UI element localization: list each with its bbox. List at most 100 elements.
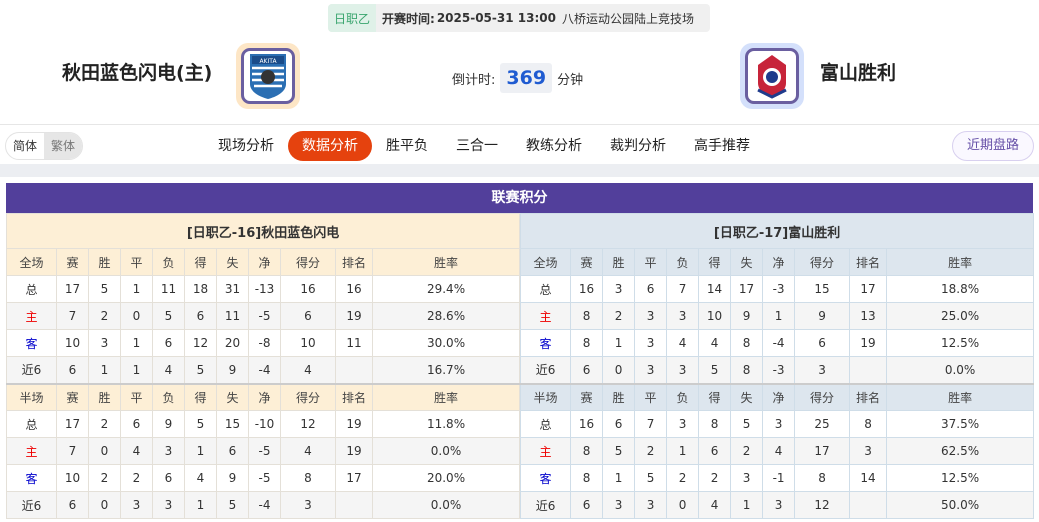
table-cell: -10	[248, 410, 281, 438]
away-team-name[interactable]: 富山胜利	[820, 62, 897, 84]
table-cell	[335, 356, 373, 384]
table-cell: -4	[248, 491, 281, 519]
countdown-value: 369	[500, 63, 553, 93]
table-row: 客 10 2 2 6 4 9 -5 8 17 20.0%	[6, 464, 521, 492]
table-row: 主 7 2 0 5 6 11 -5 6 19 28.6%	[6, 302, 521, 330]
table-cell: -5	[248, 302, 281, 330]
home-team-name[interactable]: 秋田蓝色闪电(主)	[62, 62, 213, 84]
tab-2[interactable]: 胜平负	[386, 138, 428, 154]
table-row: 近6 6 0 3 3 1 5 -4 3 0.0%	[6, 491, 521, 519]
table-cell: 3	[280, 491, 336, 519]
table-cell: 2	[120, 464, 153, 492]
row-label: 主	[6, 437, 57, 465]
column-header: 排名	[335, 382, 373, 411]
row-label: 近6	[6, 491, 57, 519]
home-crest-icon: AKITA	[250, 54, 286, 99]
analysis-tabs: 现场分析 数据分析 胜平负 三合一 教练分析 裁判分析 高手推荐	[204, 131, 764, 161]
table-row: 总 16 6 7 3 8 5 3 25 8 37.5%	[520, 410, 1035, 438]
recent-handicap-button[interactable]: 近期盘路	[951, 131, 1034, 161]
table-cell: 4	[666, 329, 700, 357]
tab-0[interactable]: 现场分析	[218, 138, 274, 154]
table-cell: 3	[152, 491, 185, 519]
column-header: 负	[666, 382, 700, 411]
section-label: 半场	[520, 382, 572, 411]
home-team-logo[interactable]: AKITA	[236, 43, 300, 109]
table-cell: 3	[634, 329, 668, 357]
column-header: 得分	[280, 382, 336, 411]
table-cell: 4	[698, 491, 732, 519]
league-standings: 联赛积分 [日职乙-16]秋田蓝色闪电 全场赛胜平负得失净得分 排名 胜率总 17 5 1 1…	[5, 183, 1035, 519]
table-cell: 17	[794, 437, 851, 465]
table-cell: 4	[152, 356, 185, 384]
table-row: 总 16 3 6 7 14 17 -3 15 17 18.8%	[520, 275, 1035, 303]
table-cell: 8	[570, 464, 604, 492]
table-cell: 6	[698, 437, 732, 465]
table-cell	[849, 491, 888, 519]
table-cell: 2	[88, 410, 121, 438]
table-cell: 17	[56, 275, 89, 303]
column-header: 负	[152, 248, 185, 276]
table-cell: 1	[120, 329, 153, 357]
lang-traditional[interactable]: 繁体	[44, 133, 83, 159]
table-cell: 1	[120, 275, 153, 303]
table-row: 客 8 1 3 4 4 8 -4 6 19 12.5%	[520, 329, 1035, 357]
tab-1[interactable]: 数据分析	[288, 131, 372, 161]
column-header: 胜率	[886, 248, 1035, 276]
table-row: 客 10 3 1 6 12 20 -8 10 11 30.0%	[6, 329, 521, 357]
table-cell: 6	[120, 410, 153, 438]
table-cell: 5	[730, 410, 764, 438]
table-cell: 6	[184, 302, 217, 330]
table-cell: 4	[280, 437, 336, 465]
table-cell: 12	[280, 410, 336, 438]
row-label: 近6	[6, 356, 57, 384]
table-cell: 16	[335, 275, 373, 303]
lang-simplified[interactable]: 简体	[13, 139, 38, 153]
column-header: 排名	[849, 248, 888, 276]
table-cell: 16	[280, 275, 336, 303]
table-cell: -8	[248, 329, 281, 357]
column-header: 得分	[794, 382, 851, 411]
standings-title: 联赛积分	[6, 183, 1033, 213]
header-row: 全场赛胜平负得失净得分 排名 胜率	[520, 248, 1035, 276]
league-badge[interactable]: 日职乙	[328, 4, 377, 32]
language-toggle[interactable]: 简体 繁体	[5, 132, 84, 160]
table-cell: 31	[216, 275, 249, 303]
table-cell: 1	[88, 356, 121, 384]
table-cell: 17	[730, 275, 764, 303]
section-label: 半场	[6, 382, 57, 411]
tab-3[interactable]: 三合一	[456, 138, 498, 154]
column-header: 得分	[280, 248, 336, 276]
table-cell: 6	[216, 437, 249, 465]
table-cell: -4	[248, 356, 281, 384]
table-cell: 5	[184, 356, 217, 384]
column-header: 胜率	[886, 382, 1035, 411]
table-cell: 14	[698, 275, 732, 303]
table-cell: 19	[335, 302, 373, 330]
row-label: 客	[6, 329, 57, 357]
away-team-logo[interactable]	[740, 43, 804, 109]
tab-4[interactable]: 教练分析	[526, 138, 582, 154]
column-header: 失	[730, 248, 764, 276]
nav-bar: 简体 繁体 现场分析 数据分析 胜平负 三合一 教练分析 裁判分析 高手推荐 近期盘路	[0, 124, 1039, 164]
column-header: 平	[120, 382, 153, 411]
tab-6[interactable]: 高手推荐	[694, 138, 750, 154]
row-label: 主	[520, 302, 572, 330]
countdown-label: 倒计时:	[452, 72, 496, 88]
table-cell: -5	[248, 437, 281, 465]
table-cell: 3	[120, 491, 153, 519]
table-cell: 3	[666, 356, 700, 384]
column-header: 赛	[570, 382, 604, 411]
table-cell: 12.5%	[886, 464, 1035, 492]
table-cell: 8	[570, 329, 604, 357]
table-row: 总 17 5 1 11 18 31 -13 16 16 29.4%	[6, 275, 521, 303]
table-cell: 8	[570, 302, 604, 330]
row-label: 客	[6, 464, 57, 492]
table-cell: 18.8%	[886, 275, 1035, 303]
table-cell: 4	[184, 464, 217, 492]
table-cell: 2	[698, 464, 732, 492]
tab-5[interactable]: 裁判分析	[610, 138, 666, 154]
team-standing-header: [日职乙-17]富山胜利	[520, 213, 1035, 249]
table-cell: 5	[602, 437, 636, 465]
column-header: 排名	[849, 382, 888, 411]
table-cell: 5	[698, 356, 732, 384]
